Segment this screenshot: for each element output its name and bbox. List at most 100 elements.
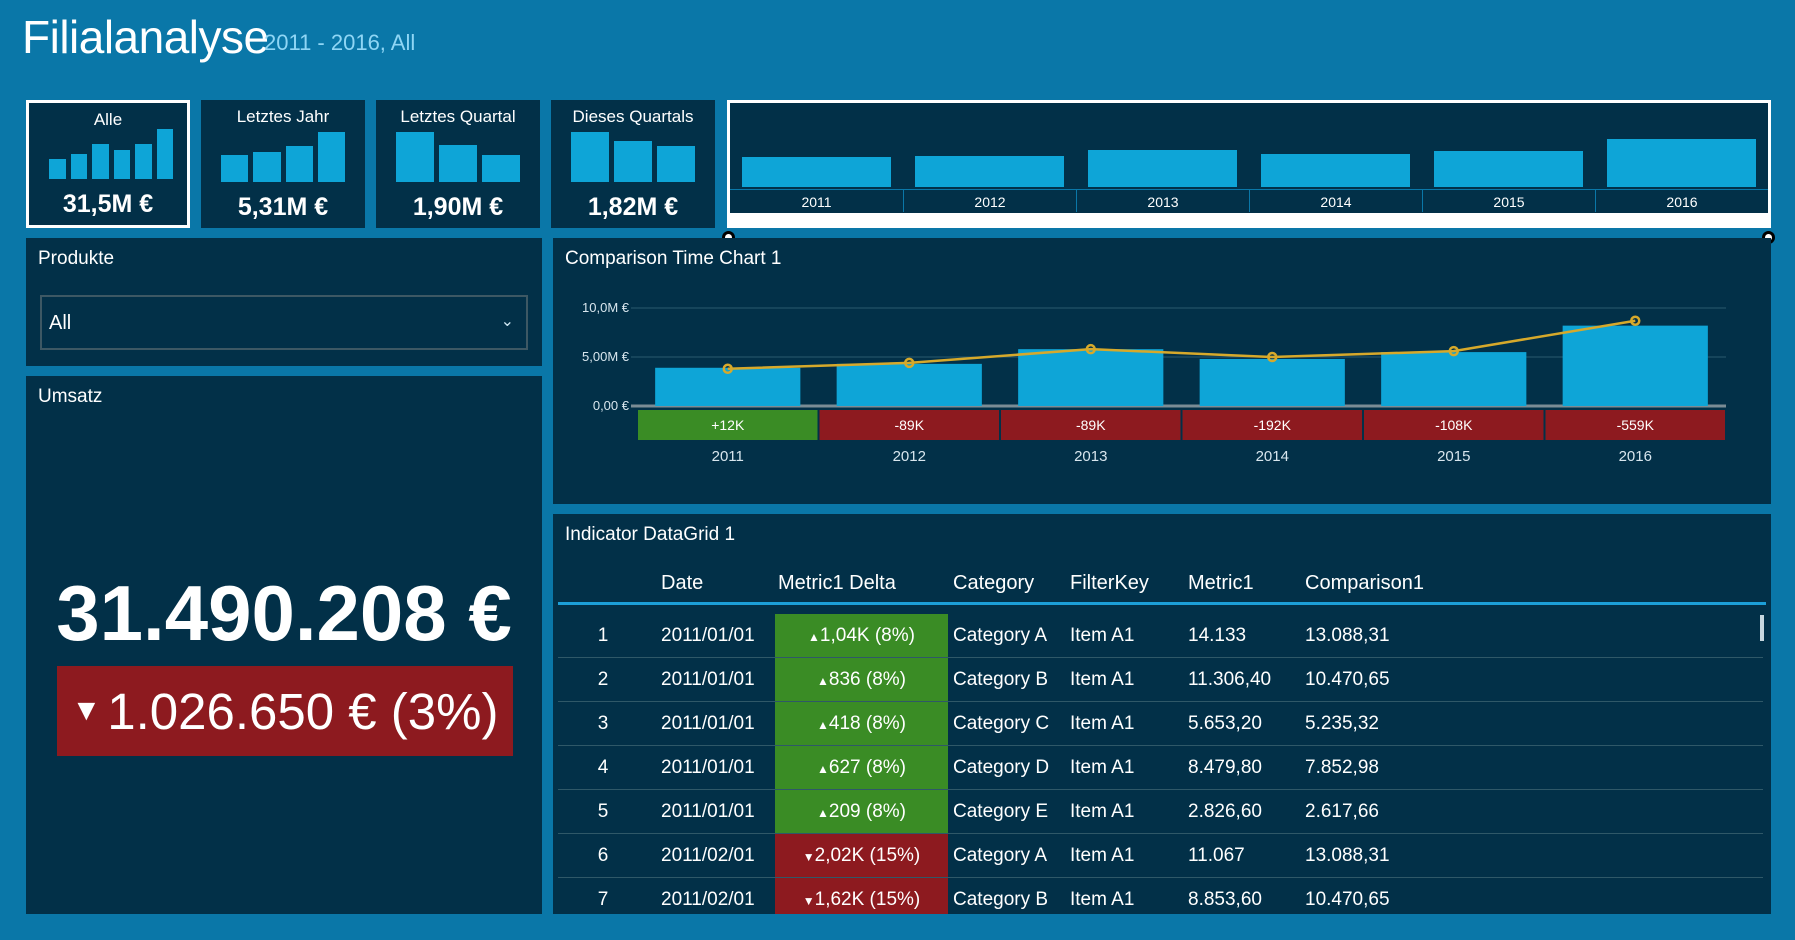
triangle-up-icon: ▲ <box>808 630 820 644</box>
range-year-label: 2011 <box>801 194 832 210</box>
chart-bar[interactable] <box>1199 358 1345 406</box>
table-row[interactable]: 4 2011/01/01 Category D Item A1 8.479,80 7.85… <box>558 746 1763 790</box>
triangle-up-icon: ▲ <box>817 674 829 688</box>
chart-xtick-label: 2012 <box>893 448 926 465</box>
table-row[interactable]: 7 2011/02/01 Category B Item A1 8.853,60 10.4… <box>558 878 1763 914</box>
range-year-label: 2015 <box>1422 190 1595 212</box>
chart-delta-label: -89K <box>1076 417 1106 433</box>
row-number-cell: 6 <box>597 845 609 866</box>
tile-letztes-quartal[interactable]: Letztes Quartal 1,90M € <box>376 100 540 228</box>
chart-delta-cell <box>1182 410 1362 440</box>
tile-letztes-jahr[interactable]: Letztes Jahr 5,31M € <box>201 100 365 228</box>
products-dropdown[interactable]: All ⌄ <box>40 295 528 350</box>
tile-alle[interactable]: Alle 31,5M € <box>26 100 190 228</box>
column-header-comparison1[interactable]: Comparison1 <box>1305 572 1424 594</box>
chart-delta-cell <box>1545 410 1725 440</box>
chart-bar[interactable] <box>655 367 801 406</box>
chart-comparison-point[interactable] <box>1267 351 1278 363</box>
row-number-cell: 2 <box>597 669 609 690</box>
category-cell: Category B <box>953 889 1049 910</box>
metric1-delta-value: 209 (8%) <box>828 801 906 822</box>
chart-bar[interactable] <box>1018 349 1164 406</box>
category-cell: Category C <box>953 713 1050 734</box>
table-row[interactable]: 3 2011/01/01 Category C Item A1 5.653,20 5.23… <box>558 702 1763 746</box>
table-row[interactable]: 5 2011/01/01 Category E Item A1 2.826,60 2.61… <box>558 790 1763 834</box>
metric1-delta-cell: ▲627 (8%) <box>775 746 948 789</box>
tile-value: 1,90M € <box>412 193 504 221</box>
comparison-chart-panel: Comparison Time Chart 1 0,00 € 5,00M € 10,… <box>553 238 1771 504</box>
metric1-cell: 8.853,60 <box>1188 889 1262 910</box>
spark-bar <box>439 144 477 182</box>
datagrid-panel: Indicator DataGrid 1 Date Metric1 Delta … <box>553 514 1771 914</box>
column-header-date[interactable]: Date <box>661 572 704 594</box>
metric1-cell: 14.133 <box>1188 625 1247 646</box>
column-header-filterkey[interactable]: FilterKey <box>1070 572 1149 594</box>
chart-comparison-point[interactable] <box>1448 345 1459 357</box>
metric1-delta-value: 2,02K (15%) <box>814 845 921 866</box>
chart-delta-label: -192K <box>1254 417 1292 433</box>
spark-bar <box>221 154 249 182</box>
chart-ytick-label: 10,0M € <box>582 300 630 315</box>
page-subtitle: 2011 - 2016, All <box>264 30 416 55</box>
column-header-metric1[interactable]: Metric1 <box>1188 572 1254 594</box>
row-number-cell: 5 <box>597 801 609 822</box>
spark-bar <box>92 144 109 179</box>
tile-dieses-quartals[interactable]: Dieses Quartals 1,82M € <box>551 100 715 228</box>
triangle-up-icon: ▲ <box>817 718 829 732</box>
filterkey-cell: Item A1 <box>1070 757 1135 778</box>
time-range-selector[interactable]: 2011 2012 2013 2014 2015 2016 <box>727 100 1771 228</box>
range-year-axis: 2011 2012 2013 2014 2015 2016 <box>730 189 1768 212</box>
category-cell: Category A <box>953 845 1047 866</box>
metric1-delta-value: 418 (8%) <box>828 713 906 734</box>
table-row[interactable]: 2 2011/01/01 Category B Item A1 11.306,40 10.… <box>558 658 1763 702</box>
chart-comparison-point[interactable] <box>1085 343 1096 355</box>
metric1-delta-cell: ▲1,04K (8%) <box>775 614 948 657</box>
range-bar <box>1261 153 1410 187</box>
range-bar <box>915 156 1064 187</box>
chart-comparison-point[interactable] <box>1630 315 1641 326</box>
spark-bar <box>317 132 345 182</box>
revenue-delta-badge: ▼ 1.026.650 € (3%) <box>57 666 513 756</box>
chart-comparison-point[interactable] <box>904 357 915 369</box>
chart-comparison-line <box>727 319 1636 371</box>
chart-delta-cell <box>1364 410 1544 440</box>
filterkey-cell: Item A1 <box>1070 889 1135 910</box>
row-number-cell: 1 <box>597 625 609 646</box>
metric1-cell: 2.826,60 <box>1188 801 1262 822</box>
comparison1-cell: 13.088,31 <box>1305 625 1390 646</box>
metric1-delta-cell: ▼1,62K (15%) <box>775 878 948 914</box>
range-bar <box>742 156 891 187</box>
spark-bar <box>113 150 130 179</box>
chart-xtick-label: 2016 <box>1619 448 1652 465</box>
triangle-down-icon: ▼ <box>71 694 102 727</box>
column-header-category[interactable]: Category <box>953 572 1035 594</box>
table-row[interactable]: 6 2011/02/01 Category A Item A1 11.067 13.088… <box>558 834 1763 878</box>
range-bar <box>1088 149 1237 187</box>
chart-comparison-point[interactable] <box>722 363 733 375</box>
metric1-cell: 8.479,80 <box>1188 757 1262 778</box>
column-header-metric1-delta[interactable]: Metric1 Delta <box>778 572 896 594</box>
chart-bar[interactable] <box>1381 352 1527 406</box>
range-year-label: 2014 <box>1249 190 1422 212</box>
comparison1-cell: 10.470,65 <box>1305 889 1390 910</box>
metric1-delta-value: 836 (8%) <box>828 669 906 690</box>
datagrid-title: Indicator DataGrid 1 <box>565 524 736 545</box>
metric1-delta-value: 1,04K (8%) <box>819 625 915 646</box>
spark-bar <box>156 129 173 179</box>
chart-bar[interactable] <box>836 363 982 406</box>
metric1-delta-value: 627 (8%) <box>828 757 906 778</box>
spark-bar <box>657 146 695 182</box>
spark-bar <box>253 152 281 182</box>
tile-sparkbars <box>396 132 520 182</box>
revenue-delta-value: 1.026.650 € (3%) <box>107 682 499 740</box>
datagrid-scrollbar[interactable] <box>1760 615 1764 641</box>
spark-bar <box>482 154 520 182</box>
range-bar <box>1434 151 1583 187</box>
range-bar <box>1607 139 1756 187</box>
chart-delta-label: -559K <box>1617 417 1655 433</box>
table-row[interactable]: 1 2011/01/01 Category A Item A1 14.133 13.088… <box>558 614 1763 658</box>
datagrid-header: Date Metric1 Delta Category FilterKey Me… <box>558 572 1766 605</box>
tile-value: 31,5M € <box>62 190 154 218</box>
chart-bar[interactable] <box>1562 325 1708 406</box>
range-track[interactable] <box>727 213 1771 228</box>
